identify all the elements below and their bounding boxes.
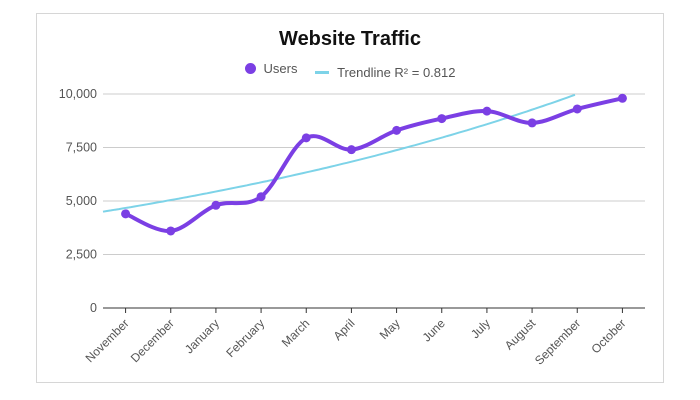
x-tick-label: August [502, 316, 539, 353]
x-tick-label: May [377, 316, 403, 342]
y-tick-label: 2,500 [66, 248, 97, 262]
users-data-point[interactable] [572, 104, 582, 114]
x-tick-label: January [182, 316, 222, 356]
x-tick-label: October [588, 316, 628, 356]
y-tick-label: 0 [90, 301, 97, 315]
x-tick-label: July [468, 316, 493, 341]
chart-legend: Users Trendline R² = 0.812 [0, 61, 700, 80]
x-tick-label: March [279, 316, 312, 349]
users-data-point[interactable] [482, 106, 492, 116]
legend-item-users[interactable]: Users [244, 61, 298, 76]
x-tick-label: June [420, 316, 449, 345]
users-data-point[interactable] [301, 133, 311, 143]
users-data-point[interactable] [437, 114, 447, 124]
x-tick-label: April [331, 316, 358, 343]
users-data-point[interactable] [256, 192, 266, 202]
users-data-point[interactable] [211, 200, 221, 210]
legend-item-trendline[interactable]: Trendline R² = 0.812 [315, 65, 455, 80]
x-tick-label: November [83, 316, 132, 365]
legend-users-label: Users [263, 61, 298, 76]
users-data-point[interactable] [346, 145, 356, 155]
users-data-point[interactable] [617, 93, 627, 103]
users-series-line [123, 96, 625, 234]
y-tick-label: 7,500 [66, 141, 97, 155]
chart-title: Website Traffic [279, 28, 421, 50]
users-data-point[interactable] [527, 118, 537, 128]
y-tick-label: 5,000 [66, 194, 97, 208]
legend-trendline-marker [315, 71, 330, 74]
users-data-point[interactable] [392, 125, 402, 135]
trendline [102, 93, 576, 213]
x-tick-label: February [223, 316, 267, 360]
legend-trendline-label: Trendline R² = 0.812 [337, 65, 456, 80]
legend-users-marker [244, 63, 256, 74]
x-tick-label: December [128, 316, 177, 365]
x-tick-label: September [532, 316, 583, 367]
users-data-point[interactable] [166, 226, 176, 236]
users-data-point[interactable] [121, 209, 131, 219]
chart-card [36, 13, 664, 383]
y-tick-label: 10,000 [59, 87, 97, 101]
